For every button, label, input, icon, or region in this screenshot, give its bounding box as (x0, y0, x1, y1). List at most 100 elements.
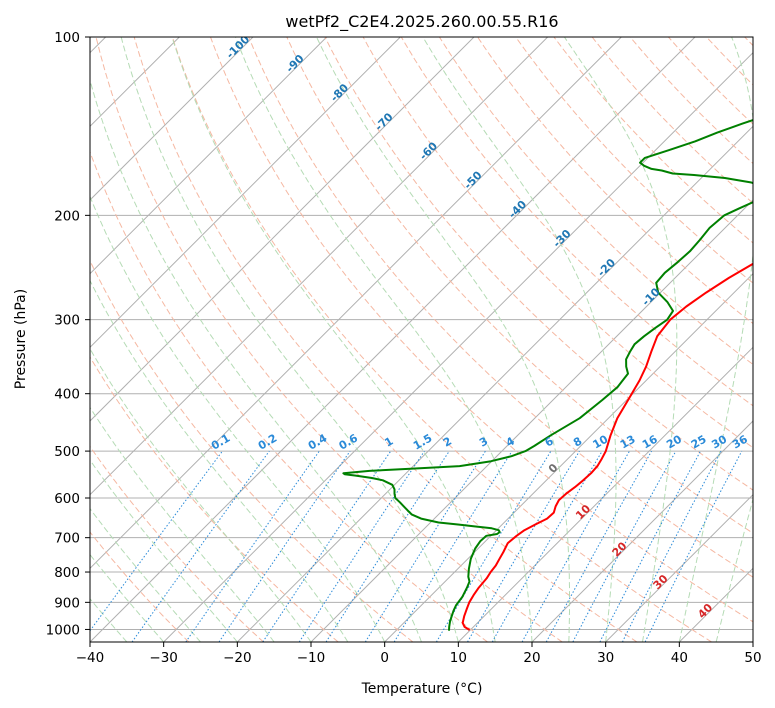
isotherm-line-23 (605, 493, 753, 642)
moist-adiabat-17 (678, 37, 753, 642)
mixing-ratio-line-10 (467, 450, 580, 642)
chart-title: wetPf2_C2E4.2025.260.00.55.R16 (285, 12, 558, 32)
plot-frame (89, 36, 754, 643)
isotherm-label-14: 40 (695, 601, 715, 621)
dry-adiabat-19 (629, 37, 753, 165)
isotherm-label-3: -70 (372, 110, 395, 133)
moist-adiabat-9 (90, 195, 386, 642)
moist-adiabat-15 (422, 37, 617, 642)
moist-adiabat-7 (90, 347, 312, 642)
y-tick-label-4: 600 (54, 491, 80, 507)
y-tick-label-3: 700 (54, 531, 80, 547)
mixing-ratio-line-1 (131, 450, 270, 642)
dry-adiabat-10 (286, 37, 753, 534)
dry-adiabat-15 (477, 37, 753, 325)
isobar-gridlines (90, 37, 753, 630)
y-tick-label-7: 300 (54, 313, 80, 329)
mixing-ratio-line-3 (218, 450, 351, 642)
isotherm-line-25 (752, 641, 753, 642)
mixing-ratio-label-16: 30 (709, 432, 729, 451)
dry-adiabat-20 (668, 37, 753, 125)
mixing-ratio-label-9: 6 (543, 434, 556, 449)
mixing-ratio-line-5 (298, 450, 425, 642)
series-temperature-line (461, 262, 753, 631)
y-tick-label-8: 200 (54, 208, 80, 224)
dry-adiabat-17 (553, 37, 753, 244)
moist-adiabat-6 (90, 406, 275, 642)
mixing-ratio-line-4 (262, 450, 392, 642)
x-axis-label: Temperature (°C) (361, 681, 483, 697)
mixing-ratio-label-2: 0.4 (306, 431, 330, 452)
dry-adiabat-12 (362, 37, 753, 449)
mixing-ratio-line-15 (599, 450, 701, 642)
dry-adiabat-22 (744, 37, 753, 47)
moist-adiabat-4 (90, 507, 201, 642)
moist-adiabat-5 (90, 459, 238, 642)
y-tick-label-0: 1000 (46, 622, 80, 638)
isotherm-line-21 (457, 346, 753, 642)
y-tick-label-5: 500 (54, 444, 80, 460)
x-axis-ticks: −40 −30 −20 −10 0 10 20 30 40 50 (76, 642, 762, 666)
isotherm-line-11 (90, 37, 328, 275)
isotherm-line-10 (90, 37, 254, 201)
isotherm-label-12: 20 (610, 539, 630, 559)
mixing-ratio-label-0: 0.1 (209, 432, 232, 453)
isotherm-line-24 (678, 567, 753, 642)
mixing-ratio-label-17: 36 (730, 432, 750, 451)
mixing-ratio-label-13: 16 (640, 432, 660, 451)
mixing-ratio-line-17 (644, 450, 743, 642)
isotherm-line-13 (90, 37, 475, 422)
mixing-ratio-label-4: 1 (382, 435, 395, 450)
isotherm-line-15 (90, 37, 622, 570)
dry-adiabat-lines (90, 37, 753, 642)
dry-adiabat-3 (90, 259, 414, 642)
x-tick-label-7: 30 (597, 650, 614, 666)
moist-adiabat-2 (90, 597, 128, 642)
isotherm-label-8: -20 (595, 256, 618, 279)
mixing-ratio-line-2 (185, 450, 320, 642)
dry-adiabat-4 (90, 150, 488, 642)
mixing-ratio-label-5: 1.5 (411, 432, 434, 453)
dry-adiabat-8 (210, 37, 753, 623)
isotherm-line-22 (531, 420, 753, 642)
mixing-ratio-label-10: 8 (571, 435, 584, 450)
x-tick-label-2: −20 (223, 650, 252, 666)
dry-adiabat-6 (133, 37, 638, 642)
mixing-ratio-line-14 (572, 450, 677, 642)
series-dewpoint-line (342, 118, 753, 631)
mixing-ratio-line-16 (621, 450, 722, 642)
isotherm-label-5: -50 (461, 168, 484, 191)
x-tick-label-1: −30 (149, 650, 178, 666)
isotherm-label-7: -30 (550, 227, 573, 250)
mixing-ratio-label-15: 25 (689, 433, 709, 452)
moist-adiabat-3 (90, 553, 165, 642)
dry-adiabat-11 (324, 37, 753, 491)
isotherm-line-14 (90, 37, 549, 496)
y-axis-label: Pressure (hPa) (13, 289, 29, 389)
mixing-ratio-label-12: 13 (618, 433, 638, 452)
dry-adiabat-0 (90, 531, 190, 642)
mixing-ratio-line-7 (364, 450, 486, 642)
moist-adiabat-18 (715, 497, 753, 642)
x-tick-label-0: −40 (76, 650, 105, 666)
mixing-ratio-line-0 (90, 450, 223, 632)
dry-adiabat-9 (248, 37, 753, 578)
dry-adiabat-18 (591, 37, 753, 204)
dry-adiabat-16 (515, 37, 753, 284)
moist-adiabat-16 (563, 37, 678, 642)
isotherm-line-12 (90, 37, 401, 349)
moist-adiabat-11 (120, 37, 459, 642)
mixing-ratio-label-14: 20 (664, 432, 684, 451)
y-axis-ticks: 1000 900 800 700 600 500 400 300 200 100 (46, 30, 90, 638)
mixing-ratio-line-13 (545, 450, 653, 642)
moist-adiabat-14 (316, 37, 570, 642)
dry-adiabat-13 (400, 37, 753, 407)
dry-adiabat-1 (90, 445, 264, 642)
profile-series (342, 118, 753, 631)
isotherm-line-16 (90, 37, 696, 642)
mixing-ratio-line-9 (435, 450, 552, 642)
y-tick-label-9: 100 (54, 30, 80, 46)
y-tick-label-6: 400 (54, 387, 80, 403)
mixing-ratio-label-1: 0.2 (256, 432, 279, 453)
